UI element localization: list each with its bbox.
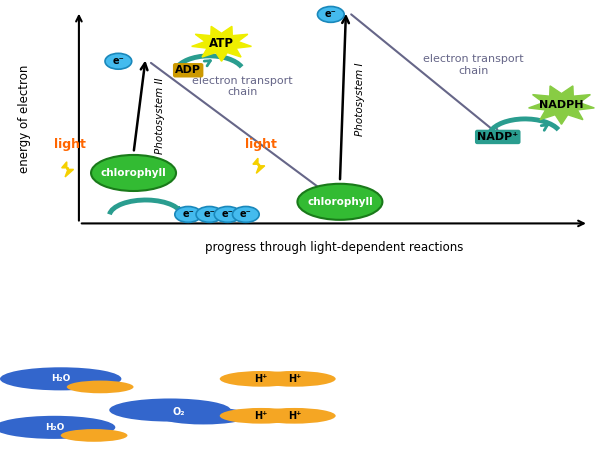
Text: H₂O: H₂O bbox=[45, 423, 64, 432]
Circle shape bbox=[253, 408, 336, 424]
Text: Photosystem I: Photosystem I bbox=[355, 62, 365, 136]
Text: H⁺: H⁺ bbox=[288, 411, 301, 421]
Polygon shape bbox=[253, 158, 265, 173]
Ellipse shape bbox=[297, 184, 382, 220]
Circle shape bbox=[61, 429, 127, 442]
Text: O₂: O₂ bbox=[173, 407, 185, 417]
Text: e⁻: e⁻ bbox=[182, 209, 194, 219]
Text: e⁻: e⁻ bbox=[112, 56, 124, 66]
Text: ATP: ATP bbox=[209, 37, 234, 50]
Text: electron transport
chain: electron transport chain bbox=[192, 76, 293, 97]
Circle shape bbox=[158, 407, 249, 425]
Ellipse shape bbox=[91, 155, 176, 191]
Circle shape bbox=[317, 6, 344, 22]
Circle shape bbox=[214, 207, 241, 222]
Text: H⁺: H⁺ bbox=[288, 374, 301, 384]
Circle shape bbox=[109, 398, 231, 421]
Text: NADP⁺: NADP⁺ bbox=[477, 132, 518, 142]
Text: H⁺: H⁺ bbox=[254, 411, 268, 421]
Circle shape bbox=[67, 381, 134, 393]
Text: energy of electron: energy of electron bbox=[18, 65, 31, 173]
Polygon shape bbox=[529, 86, 594, 124]
Text: chlorophyll: chlorophyll bbox=[307, 197, 373, 207]
Text: H₂O: H₂O bbox=[51, 374, 70, 383]
Text: chlorophyll: chlorophyll bbox=[101, 168, 166, 178]
Circle shape bbox=[253, 371, 336, 387]
Circle shape bbox=[175, 207, 202, 222]
Text: light: light bbox=[54, 138, 86, 151]
Text: ADP: ADP bbox=[175, 65, 201, 75]
Circle shape bbox=[0, 416, 115, 439]
Text: Photosystem II: Photosystem II bbox=[155, 77, 164, 153]
Text: progress through light-dependent reactions: progress through light-dependent reactio… bbox=[205, 242, 463, 255]
Text: light: light bbox=[245, 138, 277, 151]
Text: e⁻: e⁻ bbox=[240, 209, 252, 219]
Circle shape bbox=[196, 207, 223, 222]
Text: e⁻: e⁻ bbox=[325, 9, 337, 19]
Circle shape bbox=[0, 367, 121, 390]
Text: e⁻: e⁻ bbox=[222, 209, 234, 219]
Text: electron transport
chain: electron transport chain bbox=[423, 54, 524, 76]
Text: NADPH: NADPH bbox=[539, 99, 584, 109]
Polygon shape bbox=[62, 162, 73, 177]
Text: H⁺: H⁺ bbox=[254, 374, 268, 384]
Text: e⁻: e⁻ bbox=[203, 209, 215, 219]
Circle shape bbox=[232, 207, 259, 222]
Circle shape bbox=[220, 408, 302, 424]
Circle shape bbox=[105, 53, 132, 69]
Circle shape bbox=[220, 371, 302, 387]
Polygon shape bbox=[192, 26, 251, 61]
